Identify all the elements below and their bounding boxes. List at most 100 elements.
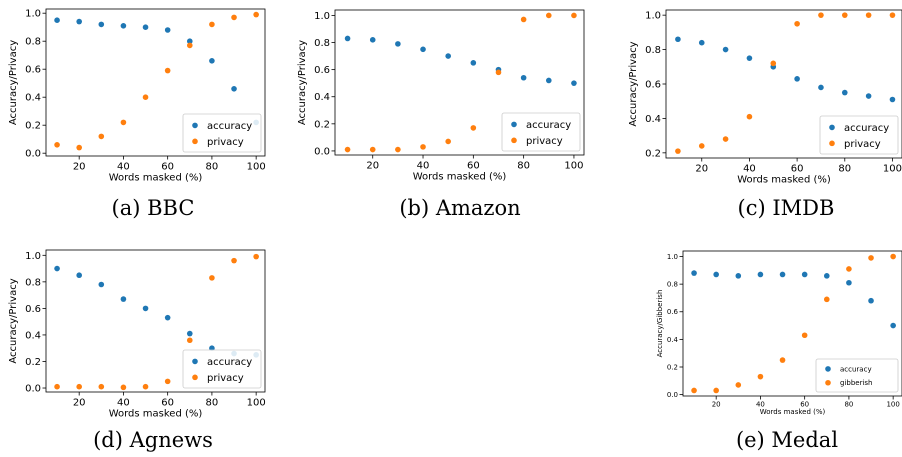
data-point-privacy <box>120 119 127 126</box>
data-point-privacy <box>746 113 753 120</box>
data-point-gibberish <box>779 357 786 363</box>
data-point-privacy <box>495 69 502 76</box>
data-point-privacy <box>841 12 848 18</box>
x-tick-label: 100 <box>247 162 266 173</box>
x-tick-label: 100 <box>886 401 899 409</box>
x-axis-label: Words masked (%) <box>413 172 507 183</box>
data-point-gibberish <box>757 373 764 380</box>
legend-label-accuracy: accuracy <box>207 357 252 368</box>
legend-label-privacy: privacy <box>207 137 244 148</box>
data-point-privacy <box>420 144 426 150</box>
data-point-gibberish <box>846 266 852 272</box>
y-tick-label: 1.0 <box>25 9 41 20</box>
x-tick-label: 40 <box>756 401 765 409</box>
x-tick-label: 20 <box>73 398 86 409</box>
data-point-privacy <box>231 257 237 264</box>
x-tick-label: 60 <box>791 164 804 175</box>
data-point-accuracy <box>868 297 874 304</box>
data-point-accuracy <box>841 89 848 96</box>
data-point-accuracy <box>698 39 705 46</box>
x-tick-label: 80 <box>517 161 530 172</box>
data-point-gibberish <box>691 387 697 394</box>
legend-marker-privacy <box>829 140 835 147</box>
data-point-accuracy <box>395 41 401 47</box>
legend-marker-privacy <box>192 374 198 381</box>
data-point-privacy <box>253 253 259 260</box>
data-point-privacy <box>209 275 215 281</box>
y-tick-label: 0.2 <box>314 119 330 130</box>
data-point-privacy <box>344 146 351 153</box>
y-axis-label: Accuracy/Privacy <box>8 278 19 363</box>
data-point-privacy <box>395 146 401 153</box>
x-tick-label: 100 <box>564 161 583 172</box>
data-point-gibberish <box>801 332 808 339</box>
data-point-privacy <box>865 12 872 18</box>
data-point-gibberish <box>868 255 874 261</box>
x-tick-label: 40 <box>417 161 430 172</box>
x-tick-label: 80 <box>206 162 219 173</box>
x-tick-label: 80 <box>206 398 219 409</box>
data-point-gibberish <box>823 296 830 303</box>
data-point-accuracy <box>713 271 719 278</box>
x-axis-label: Words masked (%) <box>760 408 826 416</box>
legend-marker-accuracy <box>825 366 831 372</box>
data-point-accuracy <box>120 296 127 302</box>
data-point-accuracy <box>54 265 60 272</box>
chart-panel-5: 20 40 60 80 100 0.0 0.2 0.4 0.6 0.8 1.0 Words maske… <box>656 250 902 452</box>
data-point-accuracy <box>142 24 149 31</box>
y-tick-label: 0.8 <box>25 277 41 288</box>
x-tick-label: 60 <box>161 162 174 173</box>
y-tick-label: 0.6 <box>645 80 661 91</box>
legend-label-accuracy: accuracy <box>207 121 252 132</box>
y-tick-label: 0.6 <box>667 308 679 316</box>
chart-panel-3: 20 40 60 80 100 0.2 0.4 0.6 0.8 1.0 Words masked (… <box>628 9 902 220</box>
data-point-accuracy <box>420 46 426 53</box>
data-point-privacy <box>253 11 259 18</box>
x-tick-label: 40 <box>117 398 130 409</box>
data-point-gibberish <box>890 253 896 260</box>
legend-marker-privacy <box>192 138 198 145</box>
data-point-accuracy <box>818 84 824 91</box>
legend-box <box>182 113 262 153</box>
data-point-accuracy <box>823 273 830 279</box>
data-point-privacy <box>794 20 800 27</box>
legend-label-privacy: privacy <box>526 136 563 147</box>
x-tick-label: 60 <box>161 398 174 409</box>
data-point-gibberish <box>713 387 719 394</box>
legend-marker-accuracy <box>829 124 835 131</box>
legend-box <box>815 358 899 393</box>
data-point-accuracy <box>520 74 527 81</box>
x-tick-label: 40 <box>743 164 756 175</box>
data-point-privacy <box>445 138 451 145</box>
x-tick-label: 20 <box>73 162 86 173</box>
data-point-accuracy <box>164 27 171 33</box>
data-point-privacy <box>54 383 60 390</box>
data-point-privacy <box>164 378 171 385</box>
y-tick-label: 0.8 <box>645 45 661 56</box>
x-tick-label: 20 <box>366 161 379 172</box>
y-axis-label: Accuracy/Gibberish <box>656 290 664 358</box>
data-point-privacy <box>76 144 82 151</box>
data-point-accuracy <box>675 36 681 43</box>
y-tick-label: 0.2 <box>25 357 41 368</box>
legend-marker-accuracy <box>192 358 198 365</box>
data-point-privacy <box>818 12 824 18</box>
legend-marker-accuracy <box>511 121 517 128</box>
chart-caption: (d) Agnews <box>93 428 213 452</box>
x-tick-label: 80 <box>838 164 851 175</box>
data-point-privacy <box>120 384 127 391</box>
legend-label-accuracy: accuracy <box>844 123 889 134</box>
y-tick-label: 0.2 <box>645 148 661 159</box>
y-tick-label: 0.6 <box>314 65 330 76</box>
data-point-privacy <box>545 12 552 19</box>
legend-box <box>501 112 581 152</box>
data-point-accuracy <box>545 77 552 84</box>
y-tick-label: 1.0 <box>25 251 41 262</box>
y-tick-label: 0.8 <box>314 38 330 49</box>
y-axis-label: Accuracy/Privacy <box>8 40 19 125</box>
data-point-accuracy <box>186 38 193 44</box>
legend-label-privacy: privacy <box>207 373 244 384</box>
x-tick-label: 100 <box>247 398 266 409</box>
data-point-privacy <box>722 136 729 142</box>
y-tick-label: 0.4 <box>667 336 679 344</box>
